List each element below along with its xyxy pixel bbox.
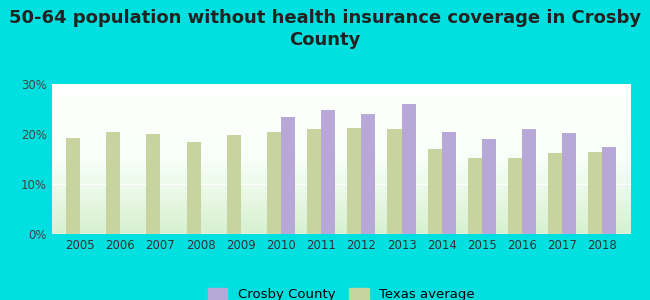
Bar: [106, 131, 120, 234]
Bar: [468, 158, 482, 234]
Bar: [522, 129, 536, 234]
Bar: [187, 142, 201, 234]
Bar: [347, 128, 361, 234]
Bar: [588, 152, 603, 234]
Bar: [548, 153, 562, 234]
Bar: [227, 135, 240, 234]
Bar: [402, 104, 415, 234]
Bar: [482, 139, 496, 234]
Bar: [66, 138, 80, 234]
Bar: [428, 149, 442, 234]
Bar: [146, 134, 161, 234]
Bar: [281, 116, 295, 234]
Bar: [267, 131, 281, 234]
Bar: [508, 158, 522, 234]
Bar: [307, 129, 321, 234]
Bar: [387, 129, 402, 234]
Legend: Crosby County, Texas average: Crosby County, Texas average: [202, 283, 480, 300]
Bar: [562, 133, 577, 234]
Bar: [361, 114, 376, 234]
Bar: [603, 146, 616, 234]
Bar: [321, 110, 335, 234]
Bar: [442, 131, 456, 234]
Text: 50-64 population without health insurance coverage in Crosby
County: 50-64 population without health insuranc…: [9, 9, 641, 49]
